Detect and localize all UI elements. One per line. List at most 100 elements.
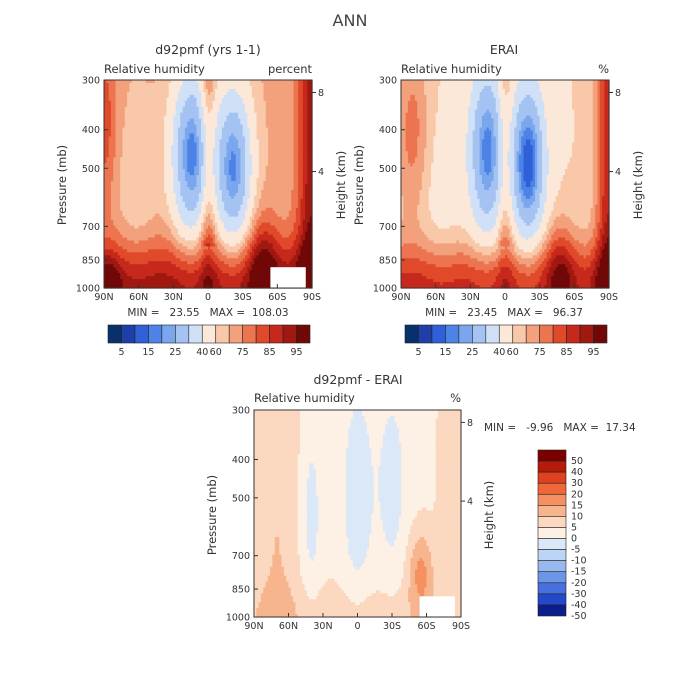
colorbar-label: 5 bbox=[571, 522, 577, 533]
y-tick-label: 500 bbox=[379, 164, 397, 175]
colorbar-label: 5 bbox=[415, 347, 421, 358]
colorbar-label: 40 bbox=[196, 347, 208, 358]
x-tick-label: 30N bbox=[461, 292, 480, 303]
colorbar-swatch bbox=[296, 324, 311, 344]
y-tick-label: 1000 bbox=[373, 284, 397, 295]
y-axis-label-right: Height (km) bbox=[631, 151, 645, 220]
y-tick-label: 300 bbox=[82, 76, 100, 87]
x-tick-label: 60S bbox=[268, 292, 286, 303]
y-tick-label: 300 bbox=[232, 406, 250, 417]
panel-title: d92pmf - ERAI bbox=[313, 372, 402, 387]
colorbar-swatch bbox=[201, 324, 217, 344]
colorbar-label: -40 bbox=[571, 600, 587, 611]
x-tick-label: 60N bbox=[279, 621, 298, 632]
x-tick-label: 60N bbox=[129, 292, 148, 303]
heatmap-field bbox=[401, 80, 610, 289]
panel-subtitle-right: % bbox=[450, 391, 461, 405]
colorbar-swatch bbox=[418, 324, 433, 344]
colorbar-swatch bbox=[282, 324, 297, 344]
panel-title: d92pmf (yrs 1-1) bbox=[155, 42, 261, 57]
stats-text: MIN = 23.45 MAX = 96.37 bbox=[425, 307, 583, 319]
colorbar-swatch bbox=[537, 604, 567, 617]
colorbar-label: 95 bbox=[587, 347, 599, 358]
colorbar-swatch bbox=[593, 324, 608, 344]
colorbar-swatch bbox=[537, 471, 567, 484]
y-tick-label: 400 bbox=[379, 125, 397, 136]
x-tick-label: 90N bbox=[244, 621, 263, 632]
x-tick-label: 30N bbox=[164, 292, 183, 303]
y-tick-label: 850 bbox=[379, 255, 397, 266]
panel-subtitle-left: Relative humidity bbox=[401, 62, 502, 76]
x-tick-label: 60N bbox=[426, 292, 445, 303]
heatmap-field bbox=[254, 410, 462, 618]
colorbar-swatch bbox=[537, 538, 567, 550]
x-tick-label: 90S bbox=[303, 292, 321, 303]
colorbar-swatch bbox=[269, 324, 284, 344]
colorbar-label: -50 bbox=[571, 611, 587, 622]
x-tick-label: 90N bbox=[391, 292, 410, 303]
colorbar-swatch bbox=[525, 324, 540, 344]
colorbar-swatch bbox=[537, 493, 567, 506]
colorbar-swatch bbox=[537, 527, 567, 539]
colorbar-label: 15 bbox=[571, 500, 583, 511]
y-right-tick-label: 4 bbox=[615, 167, 621, 178]
x-tick-label: 30N bbox=[313, 621, 332, 632]
colorbar-label: 40 bbox=[493, 347, 505, 358]
colorbar-swatch bbox=[188, 324, 203, 344]
colorbar-swatch bbox=[566, 324, 581, 344]
colorbar-swatch bbox=[537, 593, 567, 606]
colorbar-label: 75 bbox=[237, 347, 249, 358]
colorbar-label: 20 bbox=[571, 489, 583, 500]
colorbar-label: 40 bbox=[571, 467, 583, 478]
colorbar-swatch bbox=[121, 324, 136, 344]
colorbar-swatch bbox=[537, 571, 567, 584]
colorbar-swatch bbox=[445, 324, 460, 344]
x-tick-label: 90S bbox=[600, 292, 618, 303]
colorbar-label: 0 bbox=[571, 534, 577, 545]
colorbar-swatch bbox=[537, 449, 567, 462]
y-right-tick-label: 8 bbox=[467, 418, 473, 429]
colorbar: 5 15 25 40 60 75 85 95 bbox=[107, 324, 311, 358]
colorbar-swatch bbox=[148, 324, 163, 344]
panel-model: d92pmf (yrs 1-1) Relative humidity perce… bbox=[55, 42, 348, 358]
colorbar-swatch bbox=[404, 324, 419, 344]
x-tick-label: 30S bbox=[234, 292, 252, 303]
colorbar-label: 15 bbox=[439, 347, 451, 358]
colorbar: 5 15 25 40 60 75 85 95 bbox=[404, 324, 608, 358]
y-right-tick-label: 8 bbox=[615, 88, 621, 99]
colorbar-label: 15 bbox=[142, 347, 154, 358]
stats-text: MIN = -9.96 MAX = 17.34 bbox=[484, 422, 636, 434]
y-right-tick-label: 4 bbox=[467, 497, 473, 508]
x-tick-label: 90S bbox=[452, 621, 470, 632]
colorbar-swatch bbox=[552, 324, 567, 344]
colorbar-swatch bbox=[485, 324, 500, 344]
figure-title: ANN bbox=[333, 11, 368, 30]
y-tick-label: 700 bbox=[379, 222, 397, 233]
panel-subtitle-left: Relative humidity bbox=[254, 391, 355, 405]
y-tick-label: 400 bbox=[232, 455, 250, 466]
y-axis-label: Pressure (mb) bbox=[55, 145, 69, 225]
y-tick-label: 300 bbox=[379, 76, 397, 87]
colorbar-label: 10 bbox=[571, 511, 583, 522]
y-axis-label-right: Height (km) bbox=[334, 151, 348, 220]
colorbar-label: -15 bbox=[571, 567, 587, 578]
y-tick-label: 850 bbox=[82, 255, 100, 266]
y-axis-label-right: Height (km) bbox=[482, 481, 496, 550]
y-tick-label: 500 bbox=[232, 493, 250, 504]
colorbar-label: 50 bbox=[571, 456, 583, 467]
colorbar-swatch bbox=[537, 582, 567, 595]
colorbar-label: 30 bbox=[571, 478, 583, 489]
missing-data-patch bbox=[270, 267, 306, 288]
x-tick-label: 60S bbox=[417, 621, 435, 632]
colorbar-label: -10 bbox=[571, 556, 587, 567]
stats-text: MIN = 23.55 MAX = 108.03 bbox=[127, 307, 288, 319]
colorbar-swatch bbox=[215, 324, 230, 344]
x-tick-label: 90N bbox=[94, 292, 113, 303]
colorbar-swatch bbox=[537, 549, 567, 561]
colorbar-label: 60 bbox=[507, 347, 519, 358]
colorbar-swatch bbox=[472, 324, 487, 344]
y-tick-label: 700 bbox=[232, 551, 250, 562]
panel-subtitle-right: percent bbox=[268, 62, 313, 76]
